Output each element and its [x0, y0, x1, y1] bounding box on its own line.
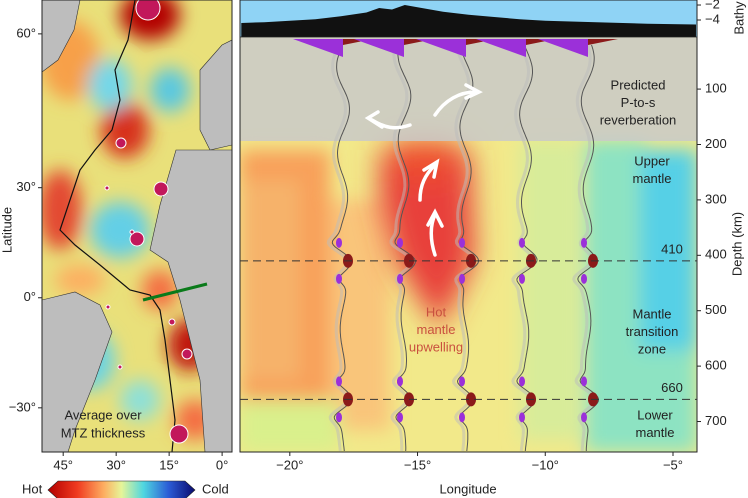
- map-annotation: MTZ thickness: [61, 425, 146, 440]
- negative-lobe: [459, 273, 465, 284]
- y-tick-label: 100: [705, 81, 727, 96]
- colorbar: [47, 480, 196, 498]
- negative-lobe: [519, 237, 525, 248]
- bathymetry-area: [241, 5, 696, 37]
- annotation: Lower: [637, 407, 673, 422]
- y-tick-label: 30°: [16, 179, 36, 194]
- y-tick-label: 200: [705, 136, 727, 151]
- negative-lobe: [397, 376, 403, 387]
- negative-lobe: [397, 412, 403, 423]
- x-tick-label: −20°: [276, 457, 303, 472]
- negative-lobe: [336, 412, 342, 423]
- colorbar-high-label: Cold: [202, 481, 229, 496]
- x-tick-label: 45°: [53, 457, 73, 472]
- annotation: Predicted: [611, 77, 666, 92]
- positive-lobe: [466, 253, 476, 268]
- y-tick-label: 700: [705, 413, 727, 428]
- arrival-wedge: [354, 39, 404, 57]
- y-axis-label: Latitude: [0, 207, 14, 253]
- x-tick-label: −10°: [532, 457, 559, 472]
- arrival-wedge: [538, 39, 588, 57]
- annotation: upwelling: [409, 339, 463, 354]
- arrival-wedge: [293, 39, 343, 57]
- y-tick-label: 600: [705, 358, 727, 373]
- annotation: transition: [626, 324, 679, 339]
- y-tick-label: 0°: [24, 289, 36, 304]
- negative-lobe: [397, 273, 403, 284]
- flow-arrows: [364, 83, 483, 257]
- waveform-halo: [572, 44, 597, 451]
- negative-lobe: [581, 237, 587, 248]
- positive-lobe: [466, 392, 476, 407]
- colorbar-low-label: Hot: [22, 481, 43, 496]
- annotation: Hot: [426, 304, 447, 319]
- negative-lobe: [336, 376, 342, 387]
- waveform-halo: [389, 44, 413, 452]
- bathy-axis-label: Bathy: [731, 1, 746, 35]
- x-axis-label: Longitude: [439, 481, 496, 496]
- x-tick-label: 0°: [216, 457, 228, 472]
- negative-lobe: [519, 376, 525, 387]
- waveform: [456, 44, 480, 452]
- annotation: zone: [638, 341, 666, 356]
- y-tick-label: 60°: [16, 25, 36, 40]
- annotation: mantle: [635, 425, 674, 440]
- negative-lobe: [459, 412, 465, 423]
- annotation: P-to-s: [621, 95, 656, 110]
- waveform-halo: [451, 44, 477, 452]
- y-axis-label: Depth (km): [729, 212, 744, 276]
- x-tick-label: 30°: [106, 457, 126, 472]
- negative-lobe: [397, 237, 403, 248]
- negative-lobe: [581, 412, 587, 423]
- negative-lobe: [519, 412, 525, 423]
- discontinuity-label: 410: [661, 241, 683, 256]
- annotation: Mantle: [632, 306, 671, 321]
- negative-lobe: [459, 376, 465, 387]
- arrival-wedge: [588, 39, 618, 45]
- annotation: mantle: [632, 171, 671, 186]
- map-annotation: Average over: [64, 407, 142, 422]
- map-frame: [41, 0, 233, 453]
- y-tick-label: 300: [705, 191, 727, 206]
- annotation: mantle: [416, 322, 455, 337]
- bathy-tick-label: −4: [705, 11, 720, 26]
- negative-lobe: [336, 237, 342, 248]
- negative-lobe: [519, 273, 525, 284]
- negative-lobe: [459, 237, 465, 248]
- annotation: reverberation: [600, 112, 677, 127]
- negative-lobe: [581, 273, 587, 284]
- discontinuity-label: 660: [661, 380, 683, 395]
- waveform: [577, 44, 600, 451]
- arrival-wedge: [416, 39, 466, 57]
- arrival-wedge: [476, 39, 526, 57]
- annotation: Upper: [634, 153, 670, 168]
- waveform: [516, 44, 538, 452]
- map-field: [42, 0, 232, 452]
- bathymetry-panel: [240, 0, 697, 37]
- y-tick-label: 400: [705, 247, 727, 262]
- x-tick-label: 15°: [159, 457, 179, 472]
- x-tick-label: −15°: [404, 457, 431, 472]
- bathy-tick-label: −2: [705, 0, 720, 11]
- negative-lobe: [581, 376, 587, 387]
- y-tick-label: 500: [705, 302, 727, 317]
- x-tick-label: −5°: [663, 457, 683, 472]
- section-frame: [239, 0, 698, 453]
- waveform-halo: [511, 44, 535, 452]
- y-tick-label: −30°: [9, 399, 36, 414]
- waveform-halo: [326, 44, 350, 452]
- negative-lobe: [336, 273, 342, 284]
